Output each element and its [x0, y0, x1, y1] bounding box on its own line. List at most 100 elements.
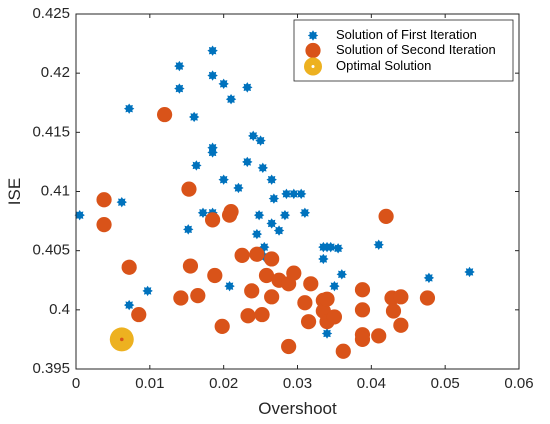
first-iteration-point: [299, 207, 311, 218]
second-iteration-point: [182, 258, 199, 274]
first-iteration-point: [321, 328, 333, 339]
y-axis-label: ISE: [5, 178, 24, 205]
legend-marker-optimal-center: [311, 65, 315, 68]
first-iteration-point: [295, 188, 307, 200]
second-iteration-point: [303, 276, 319, 292]
second-iteration-point: [354, 282, 371, 298]
second-iteration-point: [264, 251, 280, 267]
first-iteration-point: [174, 60, 185, 72]
first-iteration-point: [325, 241, 336, 253]
second-iteration-point: [419, 290, 436, 306]
second-iteration-point: [121, 259, 137, 275]
first-iteration-point: [207, 70, 218, 81]
second-iteration-point: [244, 283, 260, 299]
legend-marker-second: [305, 42, 321, 59]
first-iteration-point: [233, 182, 244, 194]
second-iteration-point: [173, 290, 189, 306]
series-3: [109, 327, 134, 352]
second-iteration-point: [385, 303, 402, 319]
first-iteration-point: [251, 228, 263, 240]
first-iteration-point: [188, 111, 200, 123]
second-iteration-point: [335, 343, 351, 359]
optimal-solution-point: [109, 327, 134, 352]
x-tick-label: 0.05: [431, 375, 460, 392]
first-iteration-point: [268, 193, 280, 204]
second-iteration-point: [258, 267, 275, 284]
second-iteration-point: [319, 291, 335, 307]
x-ticks: 0 0.01 0.02 0.03 0.04 0.05 0.06: [72, 14, 534, 392]
first-iteration-point: [281, 188, 292, 200]
series-2: [96, 106, 436, 359]
y-tick-label: 0.405: [32, 242, 70, 259]
second-iteration-point: [214, 318, 230, 334]
second-iteration-point: [326, 309, 343, 325]
second-iteration-point: [264, 289, 280, 305]
second-iteration-point: [254, 306, 270, 323]
second-iteration-point: [181, 181, 197, 197]
first-iteration-point: [279, 209, 291, 221]
second-iteration-point: [354, 302, 371, 318]
first-iteration-point: [336, 269, 347, 280]
first-iteration-point: [257, 162, 268, 174]
y-tick-label: 0.395: [32, 360, 70, 377]
legend-entry-first-iteration: Solution of First Iteration: [307, 27, 477, 42]
second-iteration-point: [207, 267, 223, 284]
second-iteration-point: [249, 246, 265, 262]
legend: Solution of First Iteration Solution of …: [293, 19, 514, 82]
legend-label-first-iteration: Solution of First Iteration: [336, 27, 477, 42]
legend-label-optimal-solution: Optimal Solution: [336, 58, 431, 73]
second-iteration-point: [393, 289, 409, 305]
first-iteration-point: [318, 253, 329, 265]
first-iteration-point: [266, 174, 277, 185]
first-iteration-point: [255, 135, 266, 146]
first-iteration-point: [116, 196, 127, 208]
series-layer: [74, 45, 475, 359]
x-tick-label: 0: [72, 375, 80, 392]
first-iteration-point: [332, 243, 344, 254]
optimal-solution-point-center: [119, 337, 124, 342]
second-iteration-point: [281, 338, 297, 355]
second-iteration-point: [190, 288, 206, 304]
second-iteration-point: [354, 331, 371, 348]
second-iteration-point: [286, 265, 302, 281]
first-iteration-point: [423, 272, 435, 284]
x-tick-label: 0.02: [209, 375, 238, 392]
legend-entry-second-iteration: Solution of Second Iteration: [305, 42, 496, 59]
first-iteration-point: [329, 280, 340, 292]
y-tick-label: 0.42: [41, 64, 70, 81]
first-iteration-point: [207, 45, 218, 56]
series-1: [74, 45, 475, 339]
second-iteration-point: [300, 314, 317, 330]
y-tick-label: 0.415: [32, 123, 70, 140]
legend-entry-optimal-solution: Optimal Solution: [304, 57, 431, 76]
second-iteration-point: [131, 306, 147, 323]
x-tick-label: 0.01: [135, 375, 164, 392]
first-iteration-point: [273, 225, 285, 236]
x-tick-label: 0.03: [283, 375, 312, 392]
first-iteration-point: [242, 82, 253, 93]
second-iteration-point: [96, 192, 112, 208]
second-iteration-point: [157, 106, 173, 123]
second-iteration-point: [96, 217, 112, 233]
second-iteration-point: [204, 212, 221, 228]
first-iteration-point: [288, 188, 300, 200]
first-iteration-point: [123, 299, 135, 311]
first-iteration-point: [197, 207, 209, 218]
legend-box: [293, 19, 514, 82]
legend-marker-first: [307, 30, 319, 41]
first-iteration-point: [191, 160, 202, 171]
first-iteration-point: [218, 78, 229, 90]
first-iteration-point: [224, 280, 235, 292]
first-iteration-point: [373, 239, 384, 250]
second-iteration-point: [234, 247, 250, 263]
y-ticks: 0.395 0.4 0.405 0.41 0.415 0.42 0.425: [32, 5, 519, 377]
y-tick-label: 0.425: [32, 5, 70, 22]
first-iteration-point: [74, 209, 85, 221]
x-tick-label: 0.06: [504, 375, 533, 392]
second-iteration-point: [393, 317, 409, 333]
first-iteration-point: [218, 174, 229, 185]
legend-label-second-iteration: Solution of Second Iteration: [336, 42, 496, 57]
first-iteration-point: [142, 285, 153, 297]
first-iteration-point: [248, 130, 259, 142]
